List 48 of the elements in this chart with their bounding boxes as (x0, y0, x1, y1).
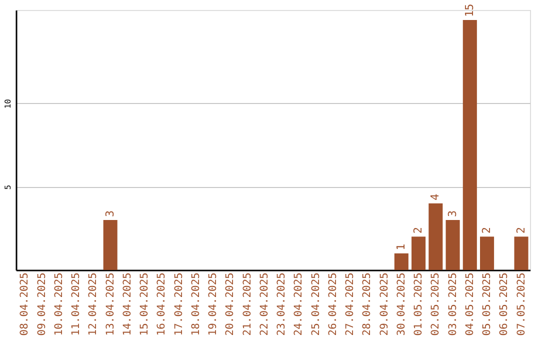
x-tick-label: 13.04.2025 (104, 272, 116, 336)
x-tick-label: 06.05.2025 (498, 272, 510, 336)
data-label: 3 (446, 210, 459, 217)
x-tick-label: 20.04.2025 (224, 272, 236, 336)
data-label: 2 (412, 227, 425, 234)
x-tick-label: 24.04.2025 (292, 272, 305, 336)
bar (394, 253, 408, 270)
x-tick-label: 19.04.2025 (207, 272, 220, 336)
x-tick-label: 08.04.2025 (18, 272, 31, 336)
bar (412, 236, 426, 270)
x-tick-label: 15.04.2025 (138, 272, 151, 336)
x-tick-label: 23.04.2025 (276, 272, 288, 336)
y-tick-label: 10 (4, 98, 12, 109)
bar (514, 236, 528, 270)
x-tick-label: 11.04.2025 (70, 272, 82, 336)
bar (480, 236, 494, 270)
x-tick-label: 05.05.2025 (481, 272, 494, 336)
data-label: 2 (514, 227, 528, 234)
x-tick-label: 14.04.2025 (121, 272, 134, 336)
x-tick-label: 22.04.2025 (258, 272, 270, 336)
bar (103, 220, 118, 270)
x-tick-label: 12.04.2025 (87, 272, 100, 336)
data-label: 2 (480, 227, 494, 234)
x-tick-label: 04.05.2025 (464, 272, 476, 336)
x-tick-label: 10.04.2025 (52, 272, 65, 336)
x-tick-label: 26.04.2025 (326, 272, 339, 336)
x-tick-label: 16.04.2025 (156, 272, 168, 336)
x-tick-label: 28.04.2025 (361, 272, 374, 336)
bar (462, 20, 477, 270)
x-tick-label: 17.04.2025 (172, 272, 185, 336)
data-label: 3 (103, 210, 116, 217)
x-tick-label: 21.04.2025 (241, 272, 254, 336)
x-tick-label: 07.05.2025 (515, 272, 528, 336)
x-tick-label: 09.04.2025 (36, 272, 48, 336)
data-label: 4 (428, 193, 442, 200)
x-tick-label: 02.05.2025 (430, 272, 442, 336)
x-tick-label: 18.04.2025 (190, 272, 202, 336)
bar (446, 220, 460, 270)
x-tick-label: 29.04.2025 (378, 272, 390, 336)
bar (428, 203, 443, 270)
data-label: 15 (462, 4, 476, 17)
x-tick-label: 30.04.2025 (395, 272, 408, 336)
x-tick-label: 01.05.2025 (412, 272, 425, 336)
y-tick-label: 5 (4, 184, 12, 190)
data-label: 1 (394, 244, 408, 250)
x-tick-label: 25.04.2025 (310, 272, 322, 336)
x-tick-label: 03.05.2025 (446, 272, 459, 336)
x-tick-label: 27.04.2025 (344, 272, 356, 336)
